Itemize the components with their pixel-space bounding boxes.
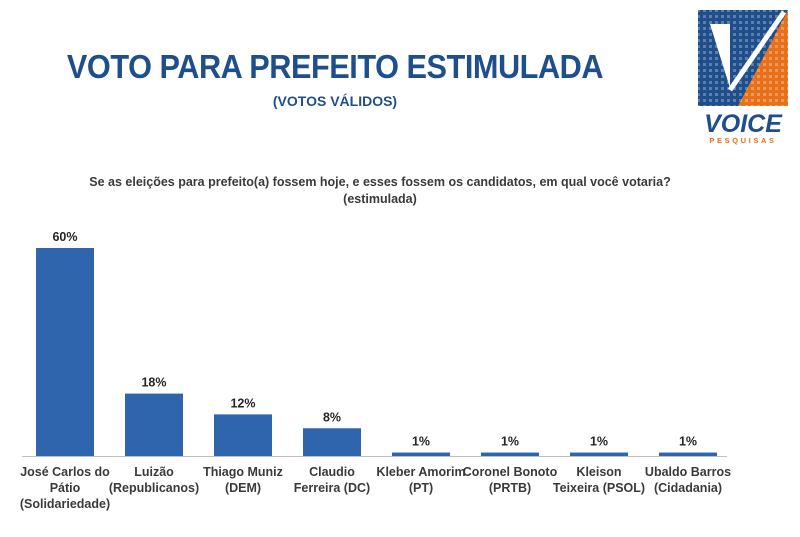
data-label-6: 1% (590, 435, 608, 449)
survey-question: Se as eleições para prefeito(a) fossem h… (20, 174, 740, 208)
data-label-2: 12% (230, 396, 255, 410)
category-label-2: Thiago Muniz (DEM) (195, 464, 291, 496)
category-label-7: Ubaldo Barros (Cidadania) (640, 464, 736, 496)
data-label-1: 18% (141, 376, 166, 390)
category-label-line: Coronel Bonoto (462, 465, 558, 479)
bar-5 (481, 452, 539, 456)
data-label-4: 1% (412, 435, 430, 449)
bar-6 (570, 452, 628, 456)
category-label-line: (Solidariedade) (19, 497, 111, 511)
category-label-line: (Cidadania) (653, 481, 723, 495)
category-label-3: Claudio Ferreira (DC) (284, 464, 380, 496)
bar-2 (214, 414, 272, 456)
data-label-0: 60% (52, 230, 77, 244)
category-label-5: Coronel Bonoto (PRTB) (462, 464, 558, 496)
data-label-7: 1% (679, 435, 697, 449)
voice-logo-mark: VOICE PESQUISAS (698, 10, 788, 145)
category-label-line: Teixeira (PSOL) (552, 481, 646, 495)
page-subtitle: (VOTOS VÁLIDOS) (272, 93, 398, 109)
survey-question-text: Se as eleições para prefeito(a) fossem h… (89, 175, 671, 189)
category-label-line: Thiago Muniz (203, 465, 283, 479)
voice-logo: VOICE PESQUISAS (696, 8, 792, 148)
logo-brand: VOICE (704, 110, 783, 138)
category-label-line: (DEM) (224, 481, 262, 495)
category-label-line: Luizão (134, 465, 174, 479)
page-title: VOTO PARA PREFEITO ESTIMULADA (66, 48, 604, 85)
data-label-5: 1% (501, 435, 519, 449)
category-label-6: Kleison Teixeira (PSOL) (551, 464, 647, 496)
category-label-0: José Carlos do Pátio (Solidariedade) (17, 464, 113, 512)
category-label-4: Kleber Amorim (PT) (373, 464, 469, 496)
category-label-line: Kleber Amorim (376, 465, 466, 479)
category-label-line: José Carlos do (20, 465, 110, 479)
category-label-line: Ferreira (DC) (293, 481, 371, 495)
survey-question-type: (estimulada) (343, 192, 417, 206)
bar-4 (392, 452, 450, 456)
category-label-1: Luizão (Republicanos) (106, 464, 202, 496)
bar-1 (125, 393, 183, 456)
bar-7 (659, 452, 717, 456)
category-label-line: Pátio (49, 481, 81, 495)
category-label-line: (PT) (408, 481, 434, 495)
category-label-line: (Republicanos) (108, 481, 200, 495)
data-label-3: 8% (323, 410, 341, 424)
bar-3 (303, 428, 361, 456)
logo-tagline: PESQUISAS (709, 136, 776, 145)
bar-0 (36, 248, 94, 456)
category-label-line: Claudio (309, 465, 355, 479)
category-label-line: (PRTB) (488, 481, 532, 495)
category-label-line: Ubaldo Barros (644, 465, 732, 479)
category-label-line: Kleison (576, 465, 622, 479)
